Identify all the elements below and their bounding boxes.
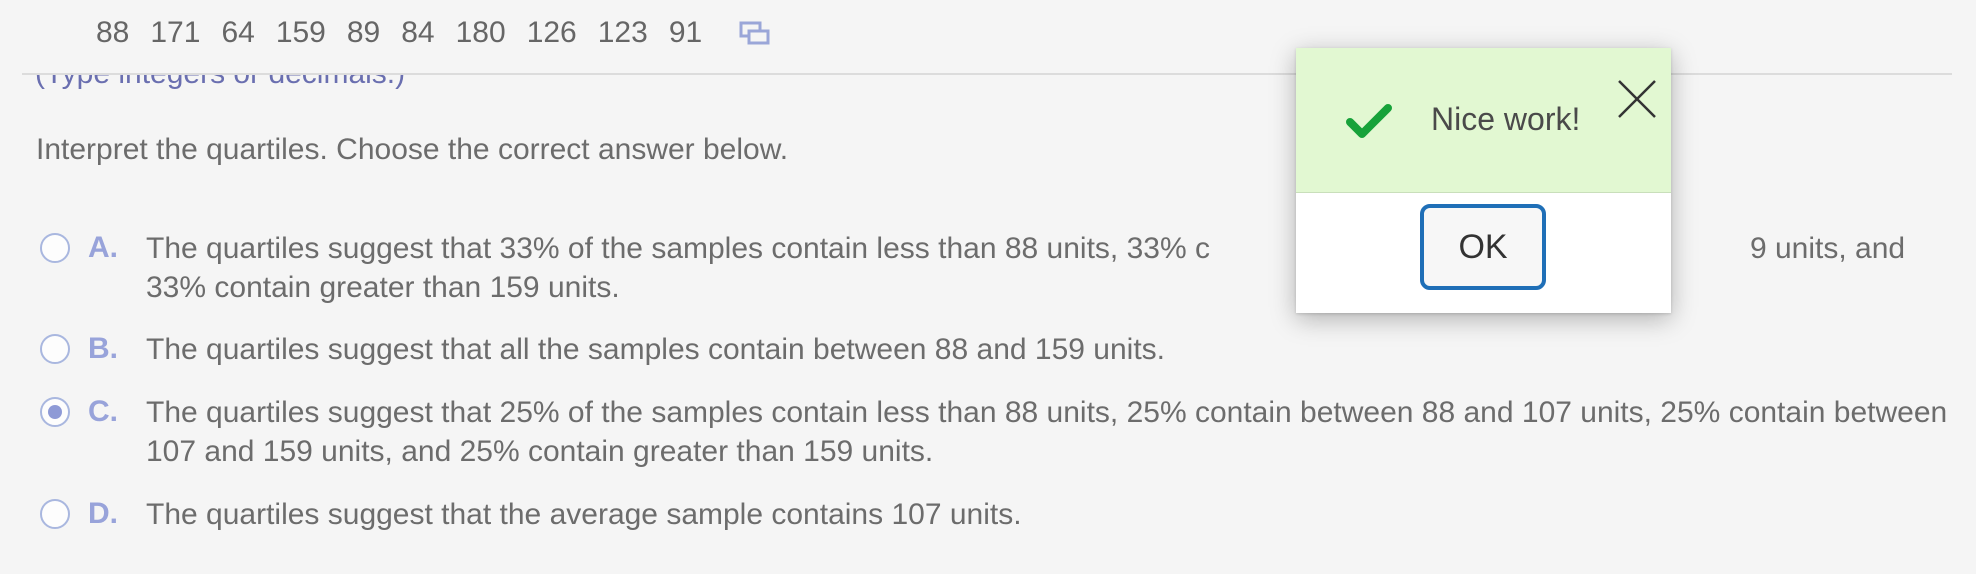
data-values-row: 88 171 64 159 89 84 180 126 123 91 <box>96 14 771 52</box>
copy-data-icon[interactable] <box>739 20 771 46</box>
question-prompt: Interpret the quartiles. Choose the corr… <box>36 133 788 167</box>
feedback-popup: Nice work! OK <box>1296 48 1671 313</box>
option-text: The quartiles suggest that all the sampl… <box>146 330 1966 369</box>
option-d[interactable]: D. The quartiles suggest that the averag… <box>40 495 1966 534</box>
radio-a[interactable] <box>40 233 70 263</box>
answer-format-hint: (Type integers or decimals.) <box>35 75 405 97</box>
data-value: 64 <box>221 16 254 50</box>
data-value: 126 <box>527 16 577 50</box>
option-text: The quartiles suggest that 33% of the sa… <box>146 229 1966 307</box>
data-value: 88 <box>96 16 129 50</box>
option-letter: D. <box>88 495 146 533</box>
radio-selected-dot <box>48 405 62 419</box>
checkmark-icon <box>1346 104 1392 145</box>
data-value: 171 <box>150 16 200 50</box>
radio-b[interactable] <box>40 334 70 364</box>
feedback-header: Nice work! <box>1296 48 1671 193</box>
data-value: 180 <box>456 16 506 50</box>
option-text: The quartiles suggest that the average s… <box>146 495 1966 534</box>
answer-format-hint-text: (Type integers or decimals.) <box>35 75 405 89</box>
ok-button[interactable]: OK <box>1420 204 1546 290</box>
radio-d[interactable] <box>40 499 70 529</box>
option-letter: C. <box>88 393 146 431</box>
radio-c[interactable] <box>40 397 70 427</box>
data-value: 123 <box>598 16 648 50</box>
option-b[interactable]: B. The quartiles suggest that all the sa… <box>40 330 1966 369</box>
data-value: 159 <box>276 16 326 50</box>
data-value: 91 <box>669 16 702 50</box>
option-letter: A. <box>88 229 146 267</box>
option-letter: B. <box>88 330 146 368</box>
option-a[interactable]: A. The quartiles suggest that 33% of the… <box>40 229 1966 307</box>
option-text: The quartiles suggest that 25% of the sa… <box>146 393 1966 471</box>
option-c[interactable]: C. The quartiles suggest that 25% of the… <box>40 393 1966 471</box>
feedback-message: Nice work! <box>1431 101 1580 138</box>
data-value: 84 <box>401 16 434 50</box>
data-value: 89 <box>347 16 380 50</box>
close-icon[interactable] <box>1615 77 1659 121</box>
